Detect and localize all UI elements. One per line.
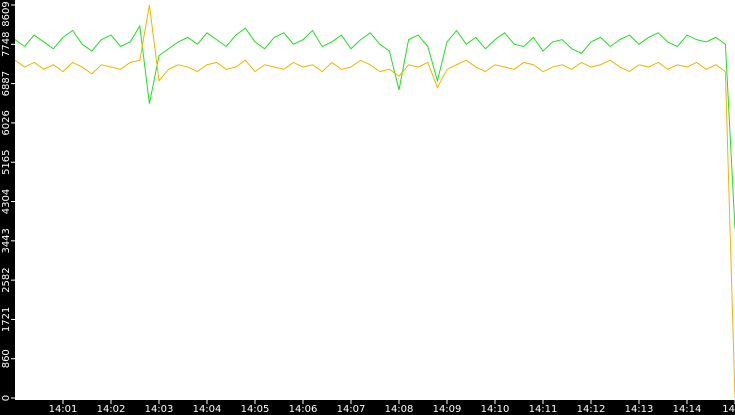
y-tick-label: 1721 bbox=[1, 307, 12, 332]
x-tick-label: 14:03 bbox=[145, 404, 174, 415]
x-tick-label: 14:04 bbox=[193, 404, 222, 415]
x-tick-label: 14:11 bbox=[529, 404, 558, 415]
x-tick-label: 14:12 bbox=[577, 404, 606, 415]
y-tick-label: 0 bbox=[1, 395, 12, 401]
x-tick-label: 14 bbox=[722, 404, 735, 415]
x-tick-label: 14:02 bbox=[97, 404, 126, 415]
x-tick-label: 14:13 bbox=[625, 404, 654, 415]
plot-area bbox=[15, 0, 735, 400]
y-tick-label: 4304 bbox=[1, 189, 12, 214]
y-tick-label: 6887 bbox=[1, 71, 12, 96]
y-tick-label: 3443 bbox=[1, 228, 12, 253]
y-tick-label: 5165 bbox=[1, 149, 12, 174]
x-tick-label: 14:05 bbox=[241, 404, 270, 415]
x-tick-label: 14:08 bbox=[385, 404, 414, 415]
x-tick-label: 14:07 bbox=[337, 404, 366, 415]
series-line bbox=[14, 4, 735, 399]
x-tick-label: 14:09 bbox=[433, 404, 462, 415]
x-tick-label: 14:06 bbox=[289, 404, 318, 415]
series-line bbox=[14, 24, 735, 230]
x-tick-label: 14:14 bbox=[673, 404, 702, 415]
x-tick-label: 14:01 bbox=[49, 404, 78, 415]
y-tick-label: 6026 bbox=[1, 110, 12, 135]
y-tick-label: 8609 bbox=[1, 1, 12, 26]
y-tick-label: 860 bbox=[1, 349, 12, 368]
x-tick-label: 14:10 bbox=[481, 404, 510, 415]
y-tick-label: 2582 bbox=[1, 267, 12, 292]
y-tick-label: 7748 bbox=[1, 32, 12, 57]
